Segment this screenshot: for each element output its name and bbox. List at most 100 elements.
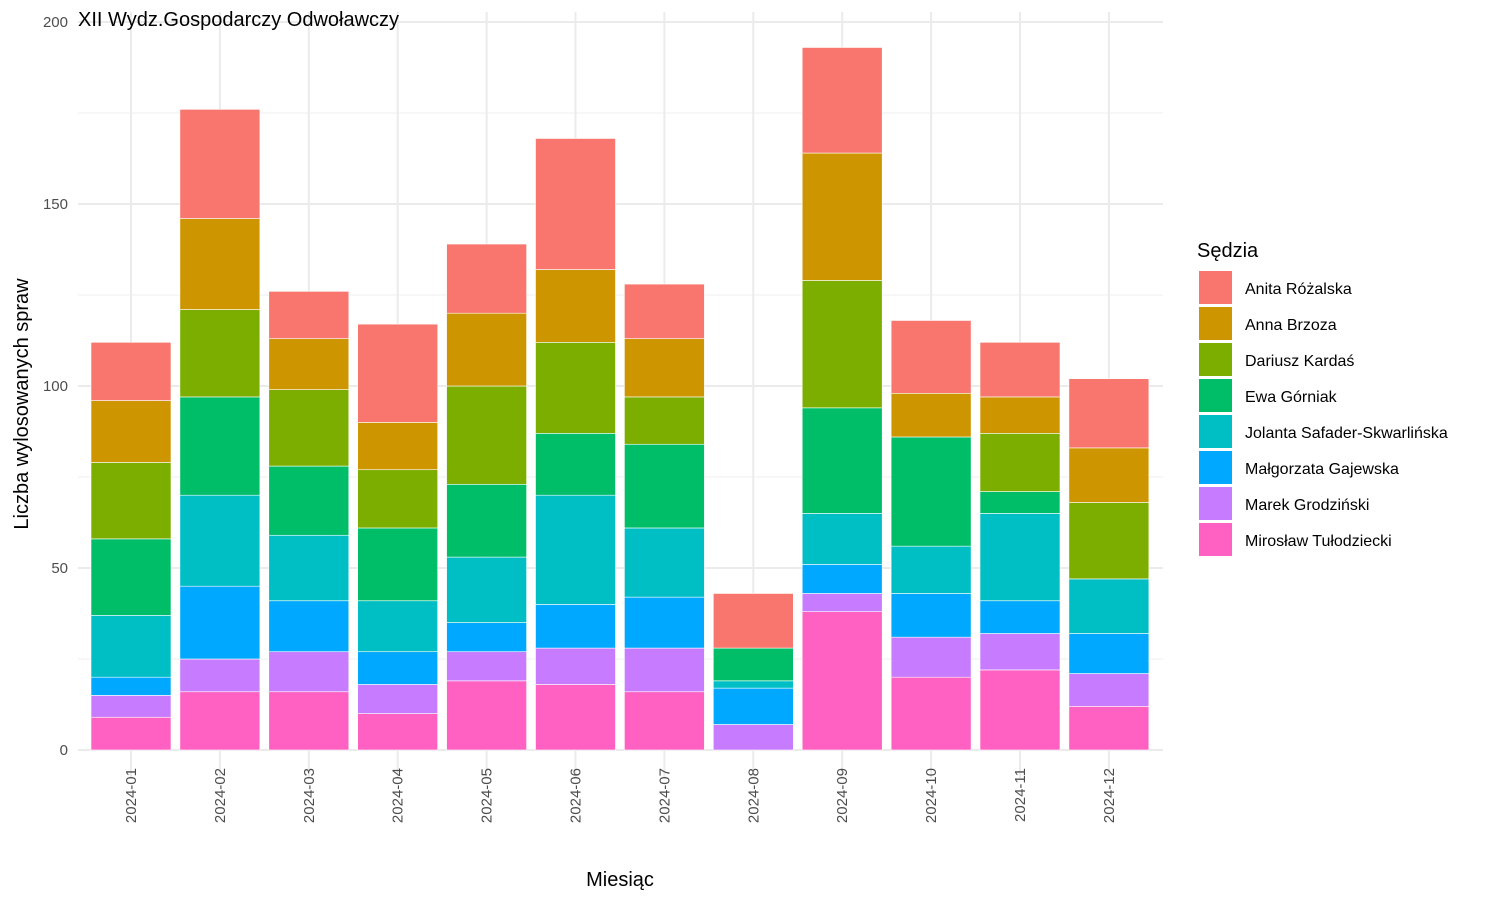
- x-tick-label: 2024-05: [479, 768, 496, 823]
- bar-segment: [1068, 378, 1150, 449]
- bar-segment: [712, 687, 794, 725]
- bar-segment: [1068, 502, 1150, 580]
- legend-swatch: [1199, 451, 1232, 484]
- bar-segment: [890, 676, 972, 751]
- bar-segment: [535, 342, 616, 434]
- bar-segment: [357, 422, 439, 471]
- x-tick-label: 2024-08: [745, 768, 762, 823]
- y-axis-ticks: 0 50 100 150 200: [43, 14, 68, 759]
- bar-segment: [624, 527, 705, 598]
- x-tick-label: 2024-07: [656, 768, 673, 823]
- bar-segment: [979, 433, 1061, 492]
- bar-segment: [357, 651, 439, 685]
- legend-swatch: [1199, 415, 1232, 448]
- x-tick-label: 2024-12: [1101, 768, 1118, 823]
- bar-segment: [179, 494, 261, 587]
- bar-segment: [357, 684, 439, 714]
- bar-segment: [179, 691, 261, 751]
- y-tick-label: 0: [60, 742, 68, 759]
- bar-segment: [268, 338, 350, 390]
- bar-segment: [90, 462, 172, 540]
- bar-segment: [890, 320, 972, 394]
- bar-segment: [624, 596, 705, 649]
- legend-swatch: [1199, 379, 1232, 412]
- y-tick-label: 50: [51, 560, 68, 577]
- bar-segment: [979, 342, 1061, 398]
- bar-segment: [179, 109, 261, 219]
- bar-segment: [179, 585, 261, 660]
- bar-segment: [268, 651, 350, 693]
- bar-segment: [1068, 633, 1150, 674]
- bar-segment: [801, 611, 883, 751]
- bar-segment: [624, 443, 705, 529]
- bar-segment: [535, 604, 616, 649]
- bar-segment: [179, 218, 261, 310]
- bar-segment: [90, 676, 172, 696]
- bar-segment: [179, 309, 261, 398]
- bar-segment: [446, 680, 527, 751]
- bar-segment: [801, 152, 883, 281]
- bar-segment: [1068, 706, 1150, 751]
- legend-label: Dariusz Kardaś: [1245, 353, 1354, 370]
- y-tick-label: 150: [43, 196, 68, 213]
- legend-label: Mirosław Tułodziecki: [1245, 533, 1392, 550]
- bar-segment: [268, 600, 350, 653]
- y-tick-label: 100: [43, 378, 68, 395]
- bar-segment: [624, 691, 705, 751]
- x-axis-ticks: 2024-01 2024-02 2024-03 2024-04 2024-05 2024-…: [123, 768, 1118, 823]
- bar-segment: [890, 593, 972, 638]
- bar-segment: [801, 280, 883, 409]
- bar-segment: [357, 600, 439, 653]
- bar-segment: [90, 695, 172, 718]
- bar-segment: [624, 647, 705, 693]
- bar-segment: [890, 436, 972, 547]
- x-tick-label: 2024-04: [390, 768, 407, 823]
- bar-segment: [268, 291, 350, 339]
- x-tick-label: 2024-03: [301, 768, 318, 823]
- bar-segment: [268, 691, 350, 751]
- x-tick-label: 2024-09: [834, 768, 851, 823]
- bar-segment: [979, 633, 1061, 671]
- x-tick-label: 2024-01: [123, 768, 140, 823]
- bar-segment: [357, 323, 439, 423]
- x-tick-label: 2024-02: [212, 768, 229, 823]
- bar-segment: [357, 527, 439, 602]
- legend-swatch: [1199, 487, 1232, 520]
- x-tick-label: 2024-06: [568, 768, 585, 823]
- bar-segment: [90, 716, 172, 751]
- bar-segment: [90, 342, 172, 401]
- bar-segment: [1068, 673, 1150, 707]
- bar-segment: [712, 680, 794, 689]
- legend-title: Sędzia: [1197, 240, 1259, 262]
- bar-segment: [535, 494, 616, 605]
- bar-segment: [446, 312, 527, 387]
- legend-swatch: [1199, 271, 1232, 304]
- bar-segment: [624, 396, 705, 445]
- bar-segment: [179, 396, 261, 496]
- bar-segment: [801, 47, 883, 154]
- bar-segment: [268, 534, 350, 602]
- bar-segment: [712, 724, 794, 751]
- bar-segment: [979, 396, 1061, 434]
- y-axis-title: Liczba wylosowanych spraw: [11, 278, 33, 530]
- y-tick-label: 200: [43, 14, 68, 31]
- bar-segment: [624, 283, 705, 339]
- bars: [90, 47, 1150, 751]
- legend-label: Jolanta Safader-Skwarlińska: [1245, 425, 1448, 442]
- bar-segment: [446, 651, 527, 682]
- legend-label: Anita Różalska: [1245, 281, 1352, 298]
- legend: Sędzia Anita Różalska Anna Brzoza Dariusz …: [1197, 240, 1448, 556]
- bar-segment: [535, 684, 616, 751]
- bar-segment: [801, 513, 883, 565]
- bar-segment: [1068, 447, 1150, 503]
- bar-segment: [357, 713, 439, 751]
- bar-segment: [712, 647, 794, 682]
- bar-segment: [979, 513, 1061, 602]
- bar-segment: [90, 538, 172, 616]
- bar-segment: [179, 658, 261, 693]
- bar-segment: [446, 385, 527, 485]
- bar-segment: [890, 636, 972, 678]
- legend-swatch: [1199, 523, 1232, 556]
- bar-segment: [357, 469, 439, 529]
